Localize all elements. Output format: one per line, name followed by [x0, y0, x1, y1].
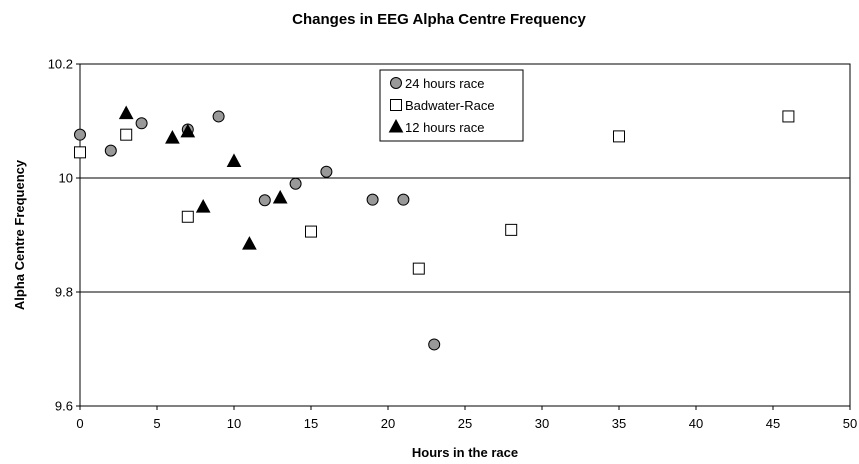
point-12-hours-race	[242, 236, 257, 250]
legend-marker-badwater-race	[390, 99, 402, 111]
legend: 24 hours race Badwater-Race 12 hours race	[379, 69, 524, 142]
point-12-hours-race	[118, 105, 134, 120]
point-24-hours-race	[366, 193, 379, 206]
y-tick-label: 10.2	[48, 57, 73, 72]
x-tick-label: 25	[458, 416, 472, 431]
point-24-hours-race	[258, 194, 271, 207]
chart-title: Changes in EEG Alpha Centre Frequency	[292, 11, 586, 28]
point-badwater-race	[181, 210, 194, 223]
point-12-hours-race	[180, 123, 196, 138]
x-tick-label: 5	[153, 416, 160, 431]
point-badwater-race	[505, 223, 518, 236]
point-24-hours-race	[320, 165, 333, 178]
point-badwater-race	[74, 146, 86, 159]
point-24-hours-race	[289, 177, 302, 190]
point-24-hours-race	[104, 144, 117, 157]
point-24-hours-race	[135, 117, 148, 130]
point-badwater-race	[613, 130, 625, 143]
x-tick-label: 20	[381, 416, 395, 431]
point-badwater-race	[782, 110, 795, 123]
x-tick-label: 0	[76, 416, 83, 431]
legend-label-24-hours-race: 24 hours race	[405, 76, 485, 91]
x-tick-label: 30	[535, 416, 549, 431]
x-tick-label: 10	[227, 416, 241, 431]
point-badwater-race	[120, 128, 133, 141]
y-tick-label: 9.6	[55, 399, 73, 414]
legend-marker-24-hours-race	[390, 77, 402, 89]
point-12-hours-race	[195, 199, 211, 213]
x-axis-label: Hours in the race	[412, 445, 518, 460]
gridlines	[80, 177, 850, 293]
x-tick-label: 45	[766, 416, 780, 431]
y-tick-label: 9.8	[55, 285, 73, 300]
y-tick-label: 10	[59, 171, 73, 186]
x-tick-label: 35	[612, 416, 626, 431]
point-badwater-race	[305, 225, 317, 238]
legend-marker-12-hours-race	[388, 118, 404, 133]
data-points	[74, 105, 795, 351]
point-24-hours-race	[212, 110, 225, 123]
point-24-hours-race	[74, 128, 86, 141]
point-24-hours-race	[397, 193, 410, 206]
point-12-hours-race	[272, 189, 288, 204]
point-badwater-race	[412, 262, 425, 275]
y-axis-label: Alpha Centre Frequency	[12, 159, 27, 310]
point-24-hours-race	[428, 338, 441, 351]
x-tick-label: 50	[843, 416, 857, 431]
x-tick-label: 15	[304, 416, 318, 431]
point-12-hours-race	[165, 130, 180, 144]
legend-box	[379, 69, 524, 142]
axis-ticks: 9.6 9.8 10 10.2 0 5 10 15 20 25 30 35 40 45 50	[48, 57, 858, 432]
legend-label-12-hours-race: 12 hours race	[405, 120, 485, 135]
point-12-hours-race	[226, 153, 242, 167]
x-tick-label: 40	[689, 416, 703, 431]
legend-label-badwater-race: Badwater-Race	[405, 98, 495, 113]
